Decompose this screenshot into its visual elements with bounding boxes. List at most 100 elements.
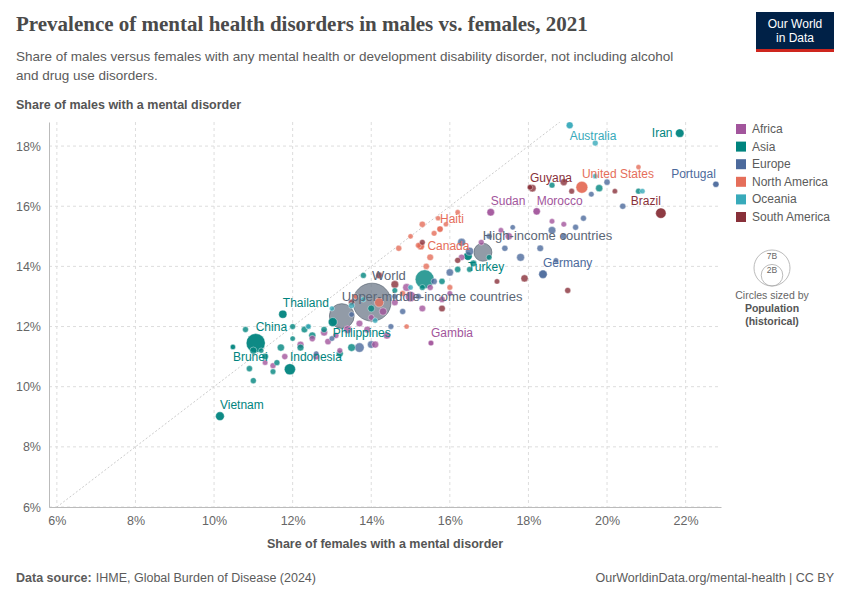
point-label: Turkey [468,260,504,274]
x-tick-label: 16% [438,514,463,528]
x-tick: 20% [595,507,620,528]
point [437,226,443,232]
point [537,245,544,252]
source: Data source:IHME, Global Burden of Disea… [16,571,316,585]
y-axis: 6%8%10%12%14%16%18% [16,123,50,515]
point-label: Gambia [431,326,473,340]
x-tick: 8% [127,507,145,528]
point [521,275,528,282]
point [565,287,571,293]
point [486,254,492,260]
point [589,191,595,197]
y-tick: 8% [23,440,49,454]
point-label: United States [582,167,654,181]
point [581,215,587,221]
size-legend-variable: Population [745,302,799,314]
title: Prevalence of mental health disorders in… [16,12,588,36]
legend-label: Oceania [752,192,797,206]
point [455,257,461,263]
point [494,279,499,284]
point [372,341,379,348]
point-label: Iran [652,126,673,140]
y-axis-title: Share of males with a mental disorder [16,98,241,112]
x-tick-label: 18% [516,514,541,528]
chart-root: Prevalence of mental health disorders in… [0,0,850,600]
size-legend: 7B2BCircles sized byPopulation(historica… [735,250,809,327]
y-tick-label: 18% [16,140,41,154]
x-tick: 10% [202,507,227,528]
point [427,254,434,261]
source-text: IHME, Global Burden of Disease (2024) [96,571,316,585]
point [309,335,315,341]
group-label: World [372,268,406,283]
point [419,221,425,227]
point [439,305,446,312]
point [290,336,295,341]
logo-underline [756,49,834,52]
x-tick-label: 12% [281,514,306,528]
point [423,263,429,269]
legend-label: Europe [752,157,791,171]
plot-area [57,122,719,507]
size-legend-label: 7B [767,251,778,261]
y-tick-label: 14% [16,260,41,274]
point [396,245,402,251]
x-tick: 18% [516,507,541,528]
group-point [474,243,492,261]
url: OurWorldinData.org/mental-health | CC BY [595,571,834,585]
point [400,309,406,315]
x-axis: 6%8%10%12%14%16%18%20%22% [48,507,721,528]
x-tick: 6% [48,507,66,528]
point [713,181,719,187]
point-label: Haiti [440,212,464,226]
point [306,324,312,330]
group-label: Upper-middle-income countries [342,289,523,304]
equality-line [57,122,560,507]
x-tick: 22% [674,507,699,528]
y-tick-label: 12% [16,320,41,334]
grid-line-x [214,122,215,507]
logo-text: in Data [776,31,814,45]
point [549,219,554,224]
point [428,340,434,346]
point [277,344,284,351]
point [419,239,425,245]
point [379,308,386,315]
grid [49,122,721,507]
point [675,129,683,137]
point [612,189,617,194]
point [216,412,225,421]
point-label: Philippines [333,326,391,340]
logo-text: Our World [768,17,822,31]
point [328,318,337,327]
grid-line-y [49,266,721,267]
logo-box [756,12,834,52]
y-tick-label: 10% [16,380,41,394]
point [576,181,588,193]
point [439,278,445,284]
point [533,208,540,215]
subtitle: and drug use disorders. [16,68,158,83]
point [566,122,573,129]
size-legend-circle [761,264,783,286]
x-axis-line [50,507,722,508]
x-tick: 16% [438,507,463,528]
point [431,278,437,284]
point [270,369,276,375]
point [355,343,364,352]
point-label: Australia [570,129,617,143]
point [596,185,603,192]
x-axis-title: Share of females with a mental disorder [267,537,503,551]
legend-label: North America [752,175,828,189]
x-tick: 12% [281,507,306,528]
x-tick-label: 8% [127,514,145,528]
y-axis-line [49,123,50,508]
point-label: Vietnam [220,398,264,412]
point [502,245,508,251]
point-label: Thailand [283,296,329,310]
y-tick-label: 16% [16,200,41,214]
grid-line-y [49,146,721,147]
size-legend-circle [754,250,790,286]
point-label: China [256,320,288,334]
point [487,208,495,216]
